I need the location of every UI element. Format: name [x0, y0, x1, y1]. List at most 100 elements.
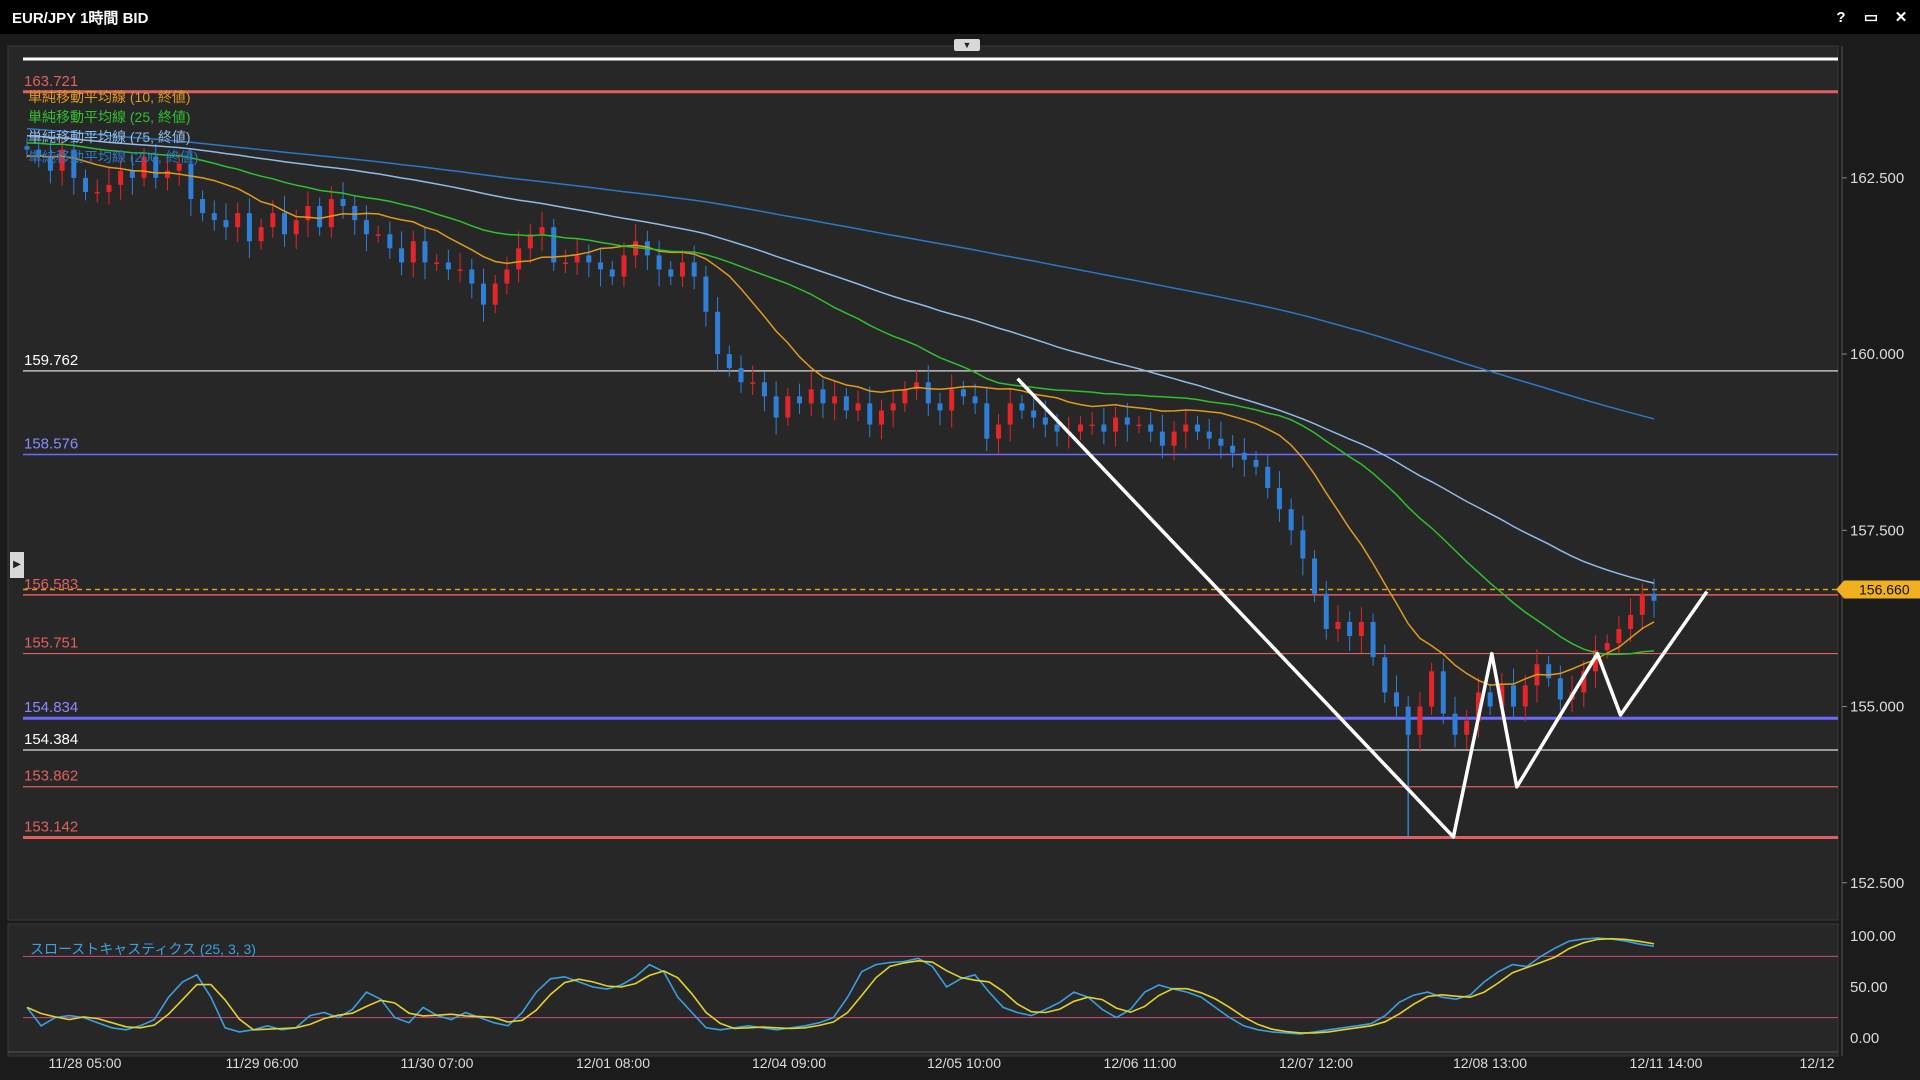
price-tick-label: 160.000 — [1850, 346, 1904, 363]
candle-body — [1113, 417, 1119, 432]
title-bar: EUR/JPY 1時間 BID ? ▭ ✕ — [0, 0, 1920, 34]
candle-body — [1651, 593, 1657, 601]
candle-body — [925, 382, 931, 404]
candle-body — [679, 262, 685, 277]
candle-body — [1639, 593, 1645, 615]
time-tick-label: 12/07 12:00 — [1279, 1055, 1353, 1071]
main-plot-area — [7, 45, 1839, 921]
candle-body — [516, 248, 522, 270]
price-tick-label: 152.500 — [1850, 875, 1904, 892]
candle-body — [1487, 692, 1493, 707]
time-tick-label: 12/11 14:00 — [1630, 1055, 1703, 1071]
candle-body — [375, 234, 381, 236]
candle-body — [1440, 671, 1446, 714]
level-label: 154.834 — [24, 699, 78, 716]
candle-body — [1417, 706, 1423, 735]
price-tick-label: 162.500 — [1850, 170, 1904, 187]
candle-body — [1124, 417, 1130, 425]
candle-body — [235, 213, 241, 228]
candle-body — [1230, 445, 1236, 453]
candle-body — [960, 389, 966, 397]
side-panel-handle[interactable]: ▶ — [10, 552, 24, 578]
candle-body — [1393, 692, 1399, 707]
candle-body — [457, 269, 463, 271]
candle-body — [94, 191, 100, 194]
candle-body — [1159, 431, 1165, 446]
candle-body — [527, 234, 533, 249]
time-tick-label: 11/30 07:00 — [401, 1055, 474, 1071]
candle-body — [1241, 452, 1247, 460]
candle-body — [878, 410, 884, 425]
candle-body — [586, 255, 592, 263]
candle-body — [972, 396, 978, 404]
candle-body — [200, 198, 206, 214]
candle-body — [1581, 671, 1587, 693]
price-tick-label: 157.500 — [1850, 522, 1904, 539]
candle-body — [328, 198, 334, 228]
candle-body — [785, 396, 791, 418]
candle-body — [656, 255, 662, 270]
candle-body — [469, 269, 475, 284]
price-tick-label: 155.000 — [1850, 699, 1904, 716]
ma-legend-label: 単純移動平均線 (10, 終値) — [28, 89, 191, 105]
candle-body — [141, 156, 147, 178]
candle-body — [832, 396, 838, 404]
candle-body — [843, 396, 849, 411]
candle-body — [1616, 628, 1622, 644]
candle-body — [668, 269, 674, 277]
level-label: 163.721 — [24, 73, 78, 90]
candle-body — [703, 276, 709, 312]
level-label: 156.583 — [24, 576, 78, 593]
pattern-trendline — [1016, 377, 1709, 839]
level-label: 159.762 — [24, 352, 78, 369]
current-price-label: 156.660 — [1859, 582, 1910, 598]
candle-body — [633, 241, 639, 256]
level-label: 155.751 — [24, 635, 78, 652]
close-button[interactable]: ✕ — [1894, 9, 1908, 26]
candle-body — [1499, 685, 1505, 707]
window-controls: ? ▭ ✕ — [1832, 0, 1910, 34]
moving-average-line — [26, 155, 1655, 686]
collapse-toggle-button[interactable]: ▼ — [954, 39, 980, 51]
candle-body — [211, 213, 217, 221]
candle-body — [1592, 650, 1598, 672]
candle-body — [1511, 685, 1517, 707]
maximize-button[interactable]: ▭ — [1863, 9, 1879, 26]
candle-body — [1382, 657, 1388, 693]
ma-legend-label: 単純移動平均線 (200, 終値) — [28, 149, 198, 165]
candle-body — [1276, 488, 1282, 510]
candle-body — [902, 389, 908, 404]
level-label: 158.576 — [24, 435, 78, 452]
candle-body — [996, 424, 1002, 439]
time-tick-label: 12/05 10:00 — [927, 1055, 1001, 1071]
time-tick-label: 12/06 11:00 — [1104, 1055, 1177, 1071]
candle-body — [949, 389, 955, 411]
candle-body — [36, 149, 42, 157]
candle-body — [598, 262, 604, 270]
candle-body — [539, 227, 545, 235]
stochastic-label: スローストキャスティクス (25, 3, 3) — [30, 941, 256, 957]
candle-body — [282, 213, 288, 235]
level-label: 153.142 — [24, 818, 78, 835]
candle-body — [1557, 678, 1563, 700]
stochastic-tick-label: 50.00 — [1850, 979, 1888, 996]
candle-body — [1475, 692, 1481, 721]
candle-body — [1077, 424, 1083, 432]
candle-body — [738, 368, 744, 383]
time-tick-label: 11/28 05:00 — [49, 1055, 122, 1071]
level-label: 154.384 — [24, 731, 78, 748]
candle-body — [1183, 424, 1189, 432]
time-tick-label: 11/29 06:00 — [226, 1055, 299, 1071]
help-button[interactable]: ? — [1836, 8, 1846, 26]
candle-body — [422, 241, 428, 263]
candle-body — [153, 156, 159, 178]
candle-body — [574, 255, 580, 263]
stochastic-tick-label: 0.00 — [1850, 1030, 1879, 1047]
candle-body — [867, 403, 873, 425]
candle-body — [258, 227, 264, 242]
candle-body — [937, 403, 943, 411]
candle-body — [246, 213, 252, 242]
candle-body — [797, 396, 803, 404]
